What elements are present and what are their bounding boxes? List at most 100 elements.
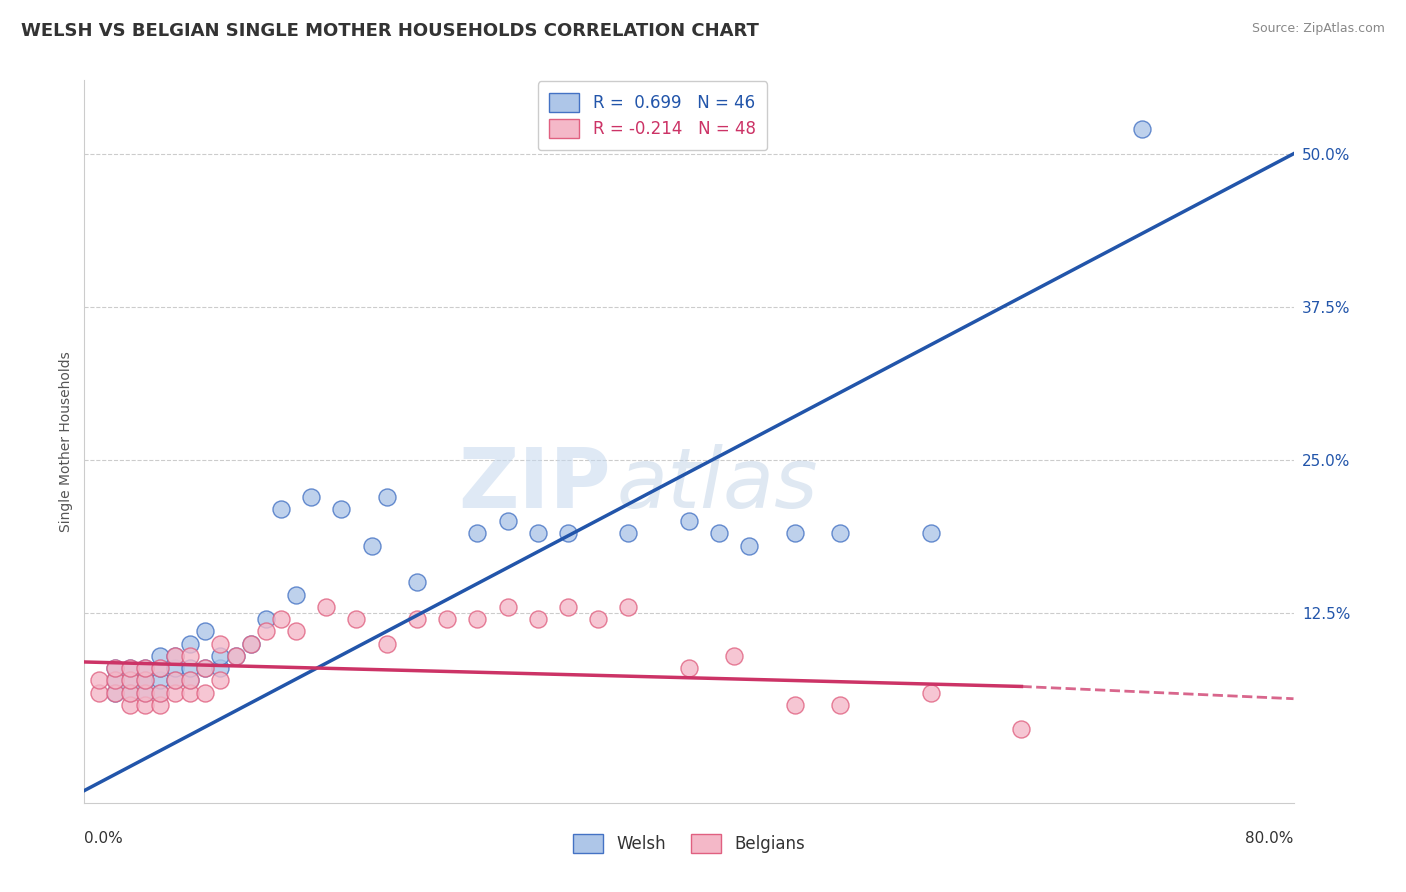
Point xyxy=(209,673,232,688)
Text: 0.0%: 0.0% xyxy=(84,830,124,846)
Point xyxy=(104,661,127,675)
Point xyxy=(134,673,156,688)
Point xyxy=(149,698,172,712)
Point xyxy=(104,673,127,688)
Point xyxy=(270,502,292,516)
Point xyxy=(179,673,201,688)
Point xyxy=(118,698,141,712)
Point xyxy=(315,599,337,614)
Text: ZIP: ZIP xyxy=(458,444,610,525)
Point xyxy=(134,661,156,675)
Point xyxy=(134,661,156,675)
Point xyxy=(467,526,489,541)
Point xyxy=(149,685,172,699)
Point xyxy=(270,612,292,626)
Point xyxy=(406,612,429,626)
Point xyxy=(134,685,156,699)
Point xyxy=(134,685,156,699)
Point xyxy=(165,673,187,688)
Point xyxy=(830,526,852,541)
Point xyxy=(254,624,277,639)
Point xyxy=(118,661,141,675)
Point xyxy=(104,673,127,688)
Point xyxy=(179,648,201,663)
Point xyxy=(104,685,127,699)
Point xyxy=(285,624,308,639)
Point xyxy=(165,661,187,675)
Point xyxy=(118,661,141,675)
Point xyxy=(118,673,141,688)
Point xyxy=(920,526,942,541)
Point xyxy=(527,526,550,541)
Point xyxy=(723,648,745,663)
Point xyxy=(149,661,172,675)
Point xyxy=(225,648,247,663)
Point xyxy=(496,599,519,614)
Point xyxy=(225,648,247,663)
Point xyxy=(830,698,852,712)
Point xyxy=(104,661,127,675)
Point xyxy=(346,612,368,626)
Point xyxy=(239,637,262,651)
Point xyxy=(89,685,111,699)
Point xyxy=(678,514,700,528)
Point xyxy=(194,661,217,675)
Point xyxy=(920,685,942,699)
Point xyxy=(375,637,398,651)
Point xyxy=(179,661,201,675)
Point xyxy=(118,685,141,699)
Point xyxy=(179,685,201,699)
Point xyxy=(149,661,172,675)
Point xyxy=(165,648,187,663)
Point xyxy=(1130,122,1153,136)
Text: atlas: atlas xyxy=(616,444,818,525)
Point xyxy=(1011,723,1033,737)
Point xyxy=(617,526,640,541)
Point xyxy=(209,648,232,663)
Point xyxy=(709,526,731,541)
Point xyxy=(165,685,187,699)
Point xyxy=(165,673,187,688)
Point xyxy=(375,490,398,504)
Point xyxy=(179,637,201,651)
Point xyxy=(254,612,277,626)
Point xyxy=(165,648,187,663)
Point xyxy=(209,661,232,675)
Point xyxy=(149,648,172,663)
Point xyxy=(588,612,610,626)
Point xyxy=(467,612,489,626)
Point xyxy=(149,673,172,688)
Point xyxy=(179,673,201,688)
Point xyxy=(104,685,127,699)
Text: WELSH VS BELGIAN SINGLE MOTHER HOUSEHOLDS CORRELATION CHART: WELSH VS BELGIAN SINGLE MOTHER HOUSEHOLD… xyxy=(21,22,759,40)
Point xyxy=(134,673,156,688)
Point xyxy=(527,612,550,626)
Point xyxy=(436,612,458,626)
Point xyxy=(89,673,111,688)
Point xyxy=(209,637,232,651)
Point xyxy=(118,685,141,699)
Point xyxy=(360,539,382,553)
Point xyxy=(299,490,322,504)
Point xyxy=(134,698,156,712)
Point xyxy=(134,673,156,688)
Point xyxy=(194,624,217,639)
Point xyxy=(406,575,429,590)
Point xyxy=(149,685,172,699)
Point xyxy=(617,599,640,614)
Point xyxy=(738,539,761,553)
Point xyxy=(285,588,308,602)
Point xyxy=(678,661,700,675)
Point xyxy=(783,698,806,712)
Point xyxy=(557,526,579,541)
Point xyxy=(118,673,141,688)
Point xyxy=(496,514,519,528)
Point xyxy=(194,661,217,675)
Point xyxy=(239,637,262,651)
Legend: Welsh, Belgians: Welsh, Belgians xyxy=(567,827,811,860)
Point xyxy=(330,502,353,516)
Point xyxy=(194,685,217,699)
Text: 80.0%: 80.0% xyxy=(1246,830,1294,846)
Text: Source: ZipAtlas.com: Source: ZipAtlas.com xyxy=(1251,22,1385,36)
Point xyxy=(783,526,806,541)
